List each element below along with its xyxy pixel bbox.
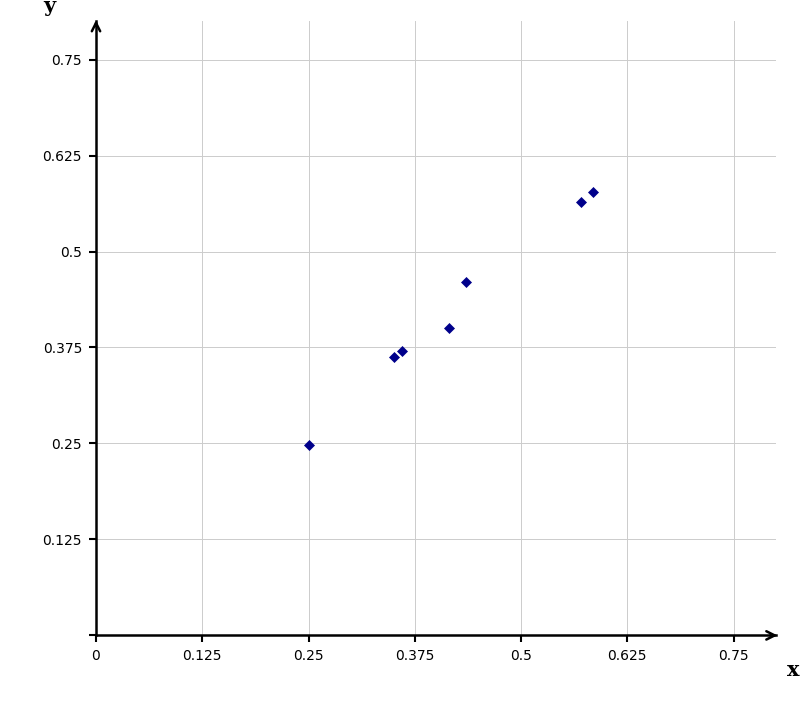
Text: x: x [786, 660, 799, 680]
Text: y: y [43, 0, 55, 16]
